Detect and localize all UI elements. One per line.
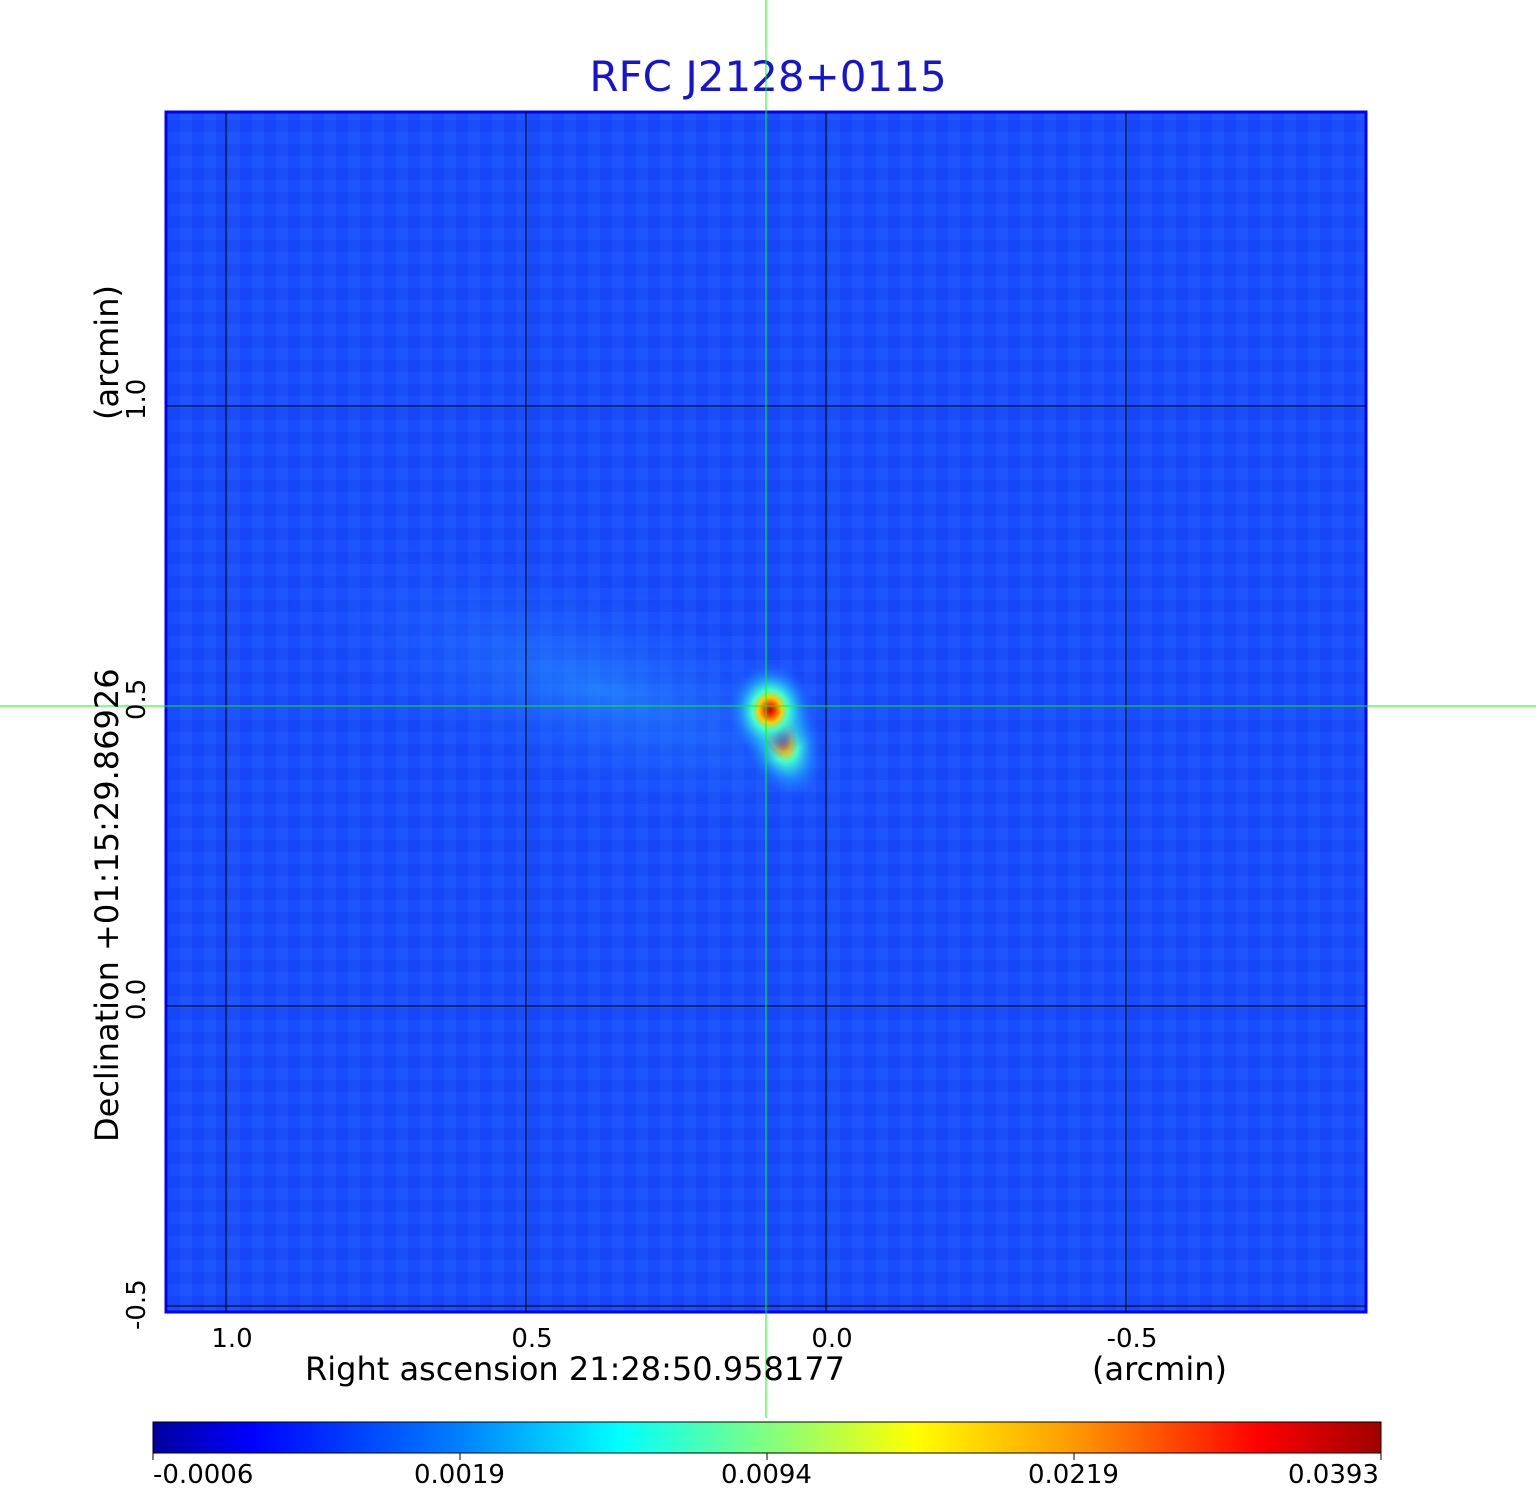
x-axis-unit: (arcmin) — [1092, 1350, 1227, 1388]
x-tick-label: 1.0 — [211, 1324, 253, 1354]
x-tick-label: -0.5 — [1106, 1324, 1158, 1354]
y-axis-unit: (arcmin) — [88, 285, 126, 420]
colorbar-tick-label: 0.0219 — [1028, 1460, 1119, 1490]
x-tick-label: 0.0 — [811, 1324, 853, 1354]
y-tick-label: -0.5 — [122, 1279, 152, 1330]
source-peak — [725, 660, 815, 760]
x-axis-label: Right ascension 21:28:50.958177 — [305, 1350, 845, 1388]
y-tick-label: 0.0 — [122, 978, 152, 1020]
y-tick-label: 1.0 — [122, 378, 152, 420]
colorbar-tick-label: -0.0006 — [153, 1460, 254, 1490]
chart-title: RFC J2128+0115 — [589, 52, 947, 101]
y-axis-label: Declination +01:15:29.86926 — [88, 668, 126, 1142]
colorbar-ticks — [152, 1453, 1382, 1460]
colorbar-tick-label: 0.0019 — [414, 1460, 505, 1490]
y-tick-label: 0.5 — [122, 678, 152, 720]
colorbar-tick-label: 0.0393 — [1288, 1460, 1379, 1490]
colorbar-tick-label: 0.0094 — [721, 1460, 812, 1490]
x-tick-label: 0.5 — [511, 1324, 553, 1354]
colorbar — [152, 1421, 1382, 1454]
crosshair — [0, 0, 1536, 1418]
